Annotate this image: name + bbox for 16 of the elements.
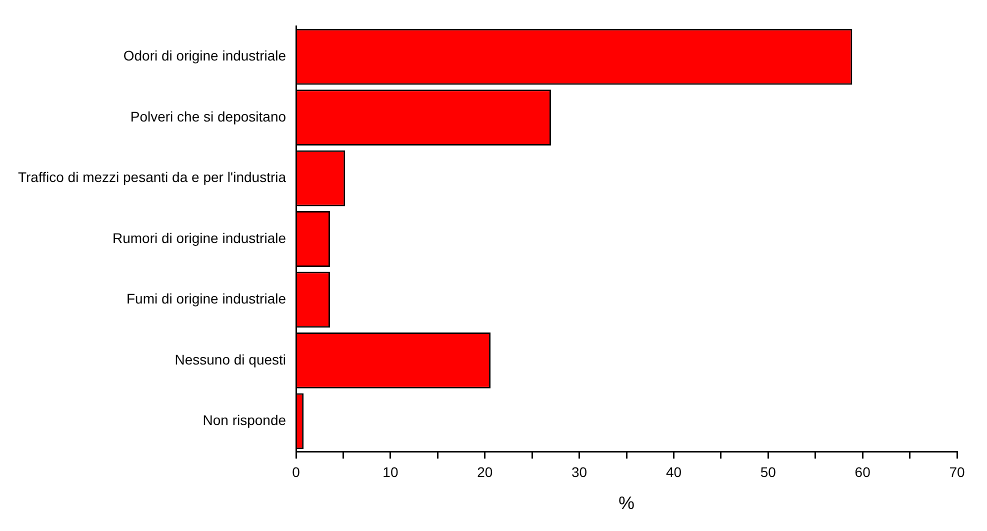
y-tick-label: Odori di origine industriale bbox=[123, 48, 286, 64]
x-tick-label: 40 bbox=[666, 464, 682, 480]
x-tick-label: 0 bbox=[292, 464, 300, 480]
x-tick-label: 70 bbox=[949, 464, 965, 480]
y-tick-label: Nessuno di questi bbox=[174, 351, 286, 368]
x-tick-label: 10 bbox=[382, 464, 398, 480]
x-tick-label: 60 bbox=[854, 464, 871, 480]
x-tick-label: 50 bbox=[760, 464, 776, 480]
x-tick-label: 20 bbox=[477, 464, 493, 480]
y-tick-label: Traffico di mezzi pesanti da e per l'industria bbox=[18, 169, 286, 186]
x-axis-title: % bbox=[618, 493, 635, 514]
x-tick-label: 30 bbox=[572, 464, 588, 480]
y-tick-label: Non risponde bbox=[202, 412, 286, 428]
y-tick-label: Polveri che si depositano bbox=[130, 108, 286, 124]
y-tick-label: Rumori di origine industriale bbox=[112, 230, 286, 246]
y-tick-label: Fumi di origine industriale bbox=[126, 290, 286, 307]
